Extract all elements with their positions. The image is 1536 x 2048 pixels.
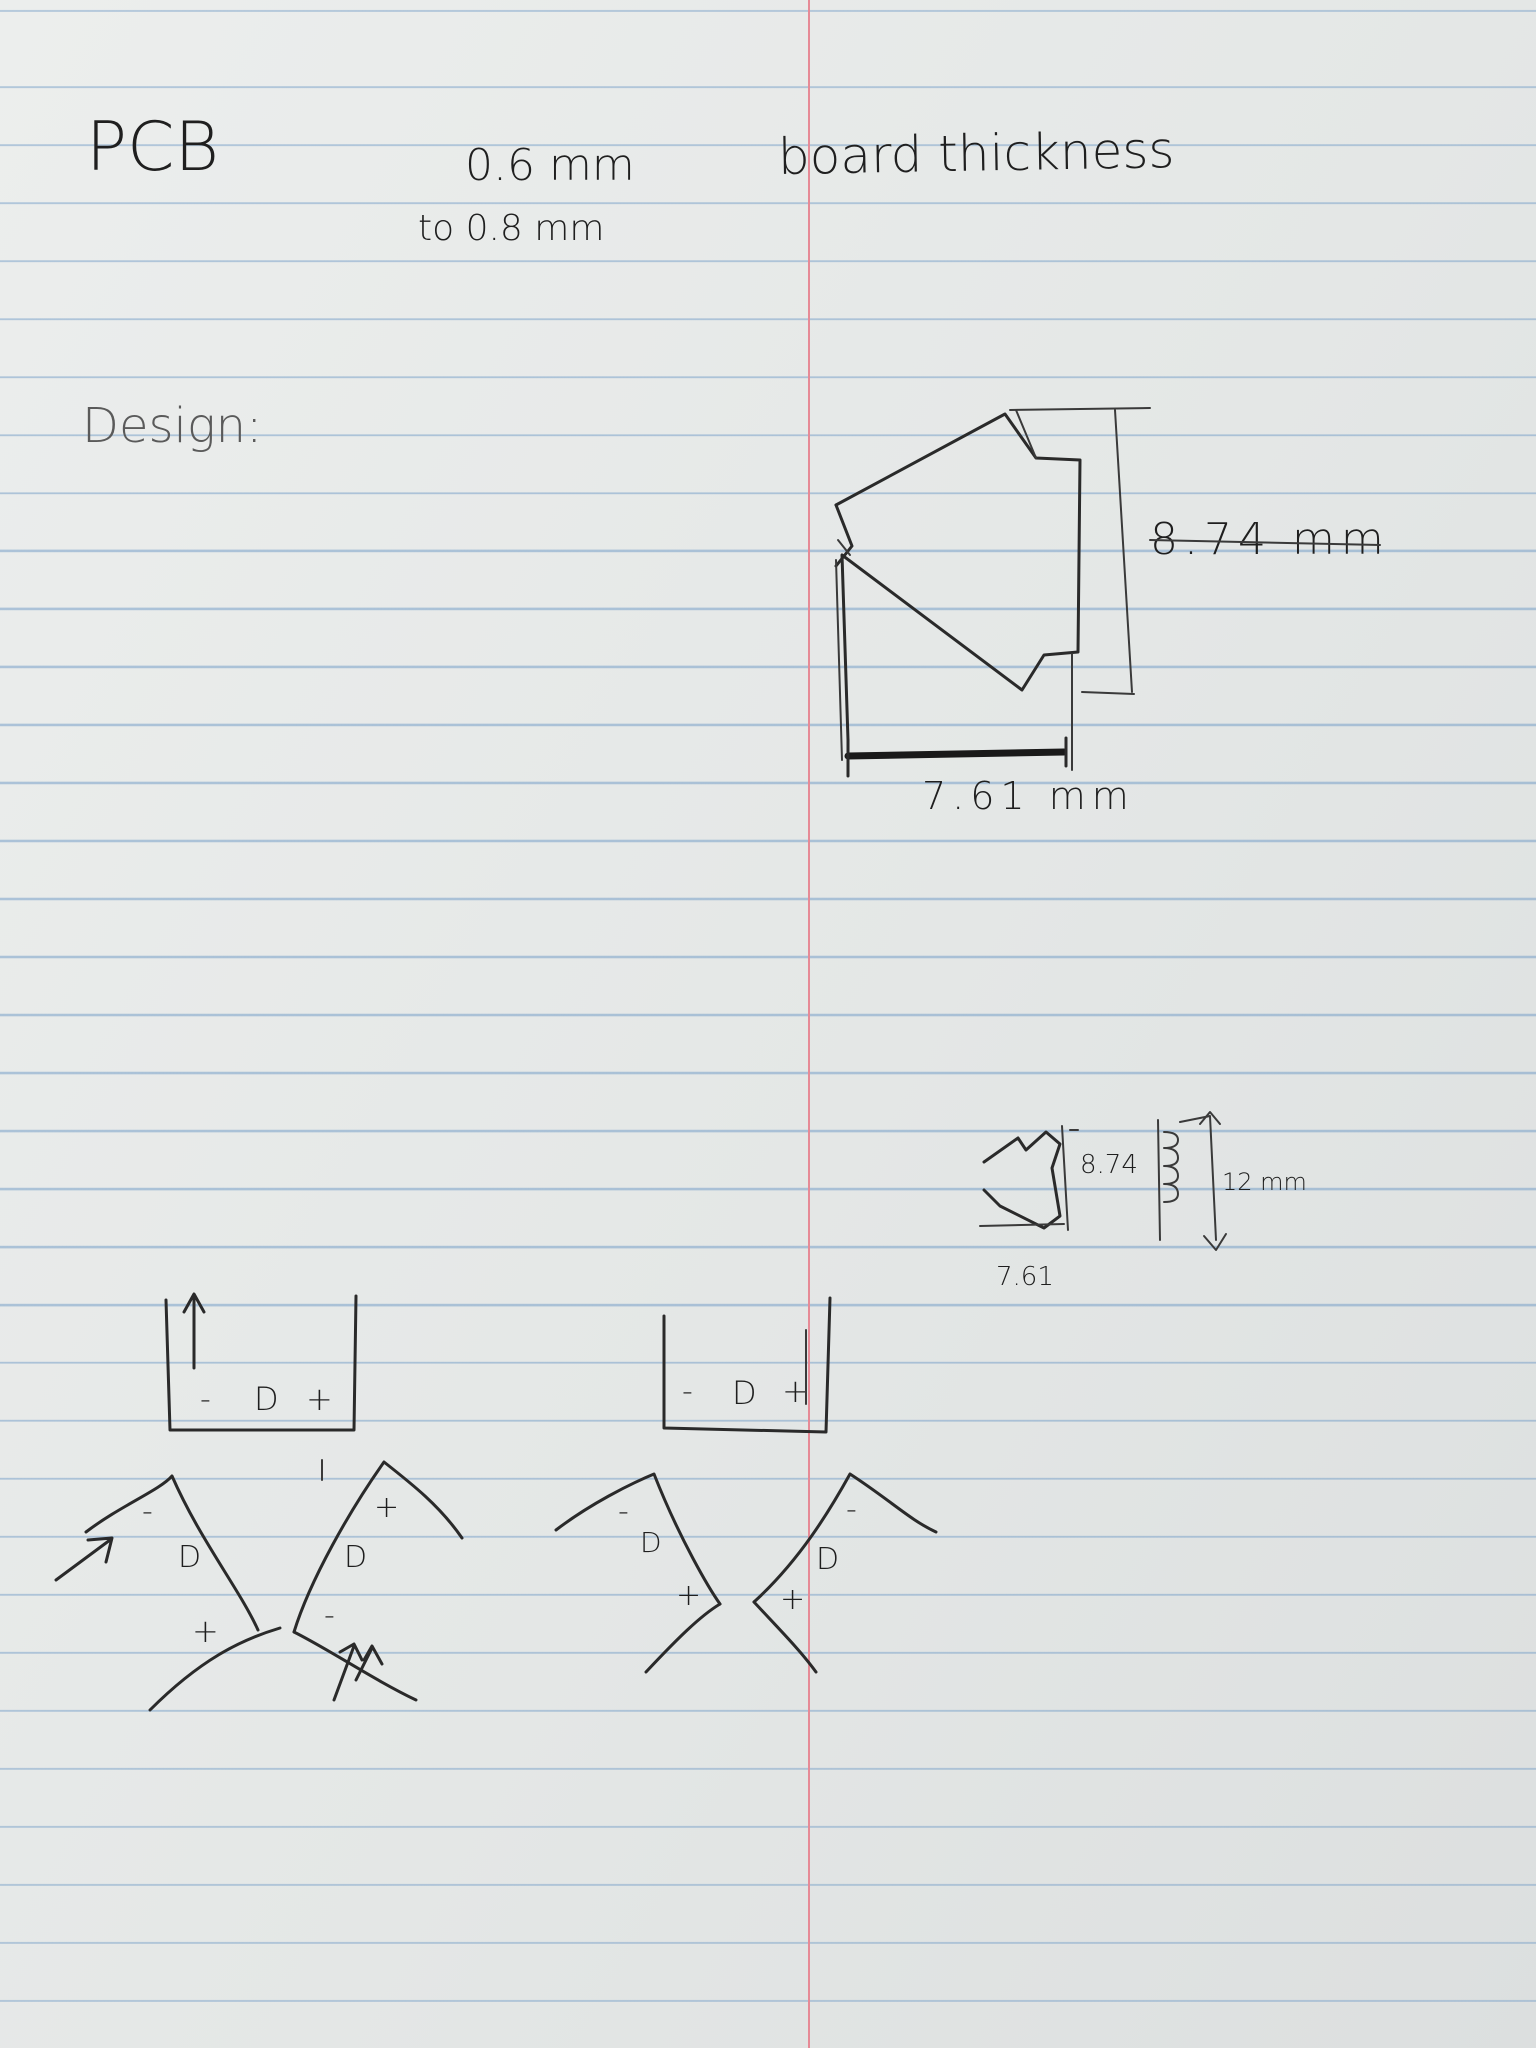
left-pair-right-diode: D	[344, 1540, 368, 1575]
left-pair-left-diode: D	[178, 1540, 202, 1575]
right-pair-right-minus: -	[846, 1492, 857, 1527]
right-box-plus: +	[782, 1372, 809, 1410]
left-box-outline	[164, 1292, 358, 1481]
right-pair-right-plus: +	[780, 1582, 806, 1617]
thickness-range: to 0.8 mm	[418, 208, 605, 249]
left-pair-left-minus: -	[142, 1494, 153, 1529]
small-height-label: 8.74	[1080, 1150, 1138, 1180]
left-box-plus: +	[306, 1380, 333, 1418]
left-pair-left-plus: +	[192, 1612, 219, 1650]
left-pair-petals	[54, 1460, 464, 1712]
right-box-outline	[662, 1296, 832, 1434]
large-width-label: 7.61 mm	[922, 774, 1135, 818]
design-heading: Design:	[82, 398, 263, 454]
right-pair-left-plus: +	[676, 1578, 702, 1613]
small-total-label: 12 mm	[1222, 1168, 1307, 1196]
left-pair-right-plus: +	[374, 1490, 400, 1525]
title-pcb: PCB	[86, 108, 220, 187]
small-width-label: 7.61	[996, 1262, 1054, 1292]
right-pair-left-diode: D	[640, 1526, 662, 1559]
right-pair-petals	[554, 1472, 938, 1674]
large-height-label: 8.74 mm	[1150, 514, 1390, 565]
small-board-outline	[979, 1125, 1079, 1231]
left-box-diode: D	[254, 1380, 279, 1418]
right-pair-left-minus: -	[618, 1494, 629, 1529]
small-stack-bracket	[1157, 1111, 1227, 1251]
large-board-outline	[834, 409, 1082, 771]
right-box-minus: -	[682, 1374, 693, 1409]
right-box-diode: D	[732, 1374, 757, 1412]
left-pair-right-minus: -	[324, 1598, 335, 1633]
left-box-minus: -	[200, 1382, 211, 1417]
right-pair-right-diode: D	[816, 1542, 840, 1577]
thickness-value: 0.6 mm	[465, 140, 635, 191]
large-width-dimension	[844, 736, 1068, 778]
large-height-dimension	[1009, 407, 1381, 695]
margin-line	[808, 0, 810, 2048]
